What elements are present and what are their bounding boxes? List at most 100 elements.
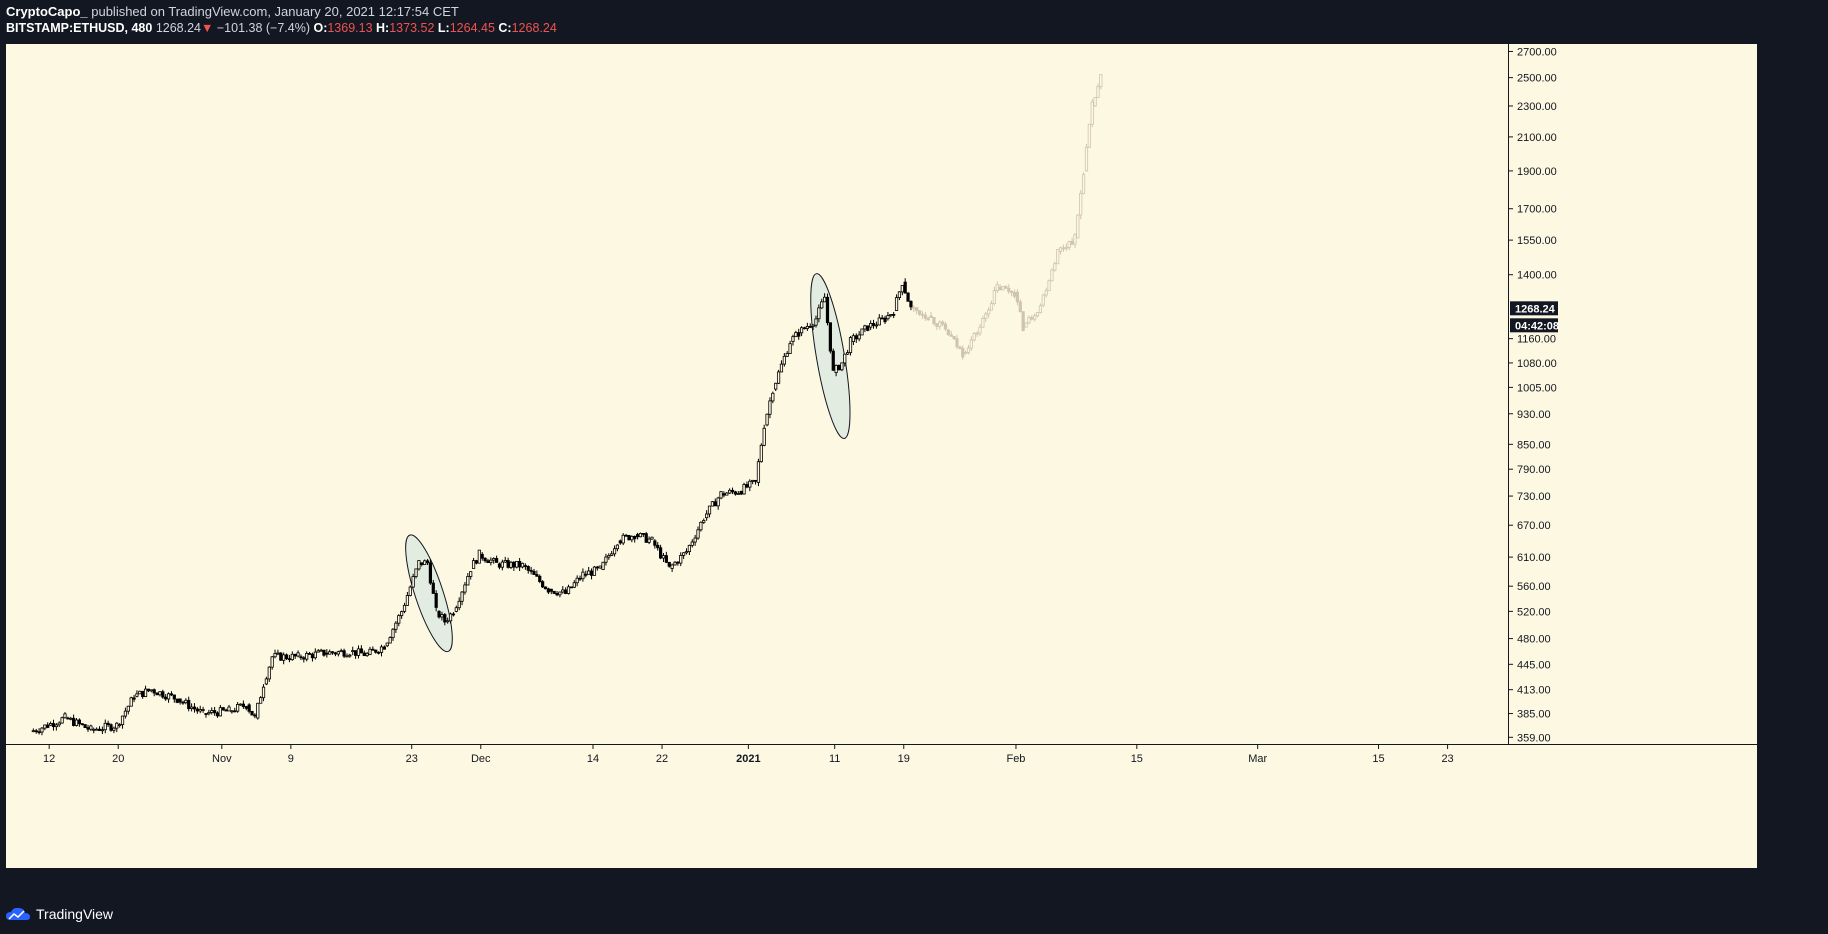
- price-tick-label: 1080.00: [1517, 358, 1557, 370]
- candle-body: [877, 317, 881, 326]
- candle-body: [279, 652, 283, 661]
- candle-body: [762, 427, 766, 446]
- candle-body: [673, 561, 677, 566]
- footer-bar: [0, 898, 1828, 934]
- candle-body: [1027, 317, 1031, 324]
- candle-body: [981, 318, 985, 328]
- candle-body: [34, 730, 38, 733]
- candle-body: [647, 538, 651, 543]
- candle-body: [503, 560, 507, 563]
- candle-body: [236, 704, 240, 712]
- candle-body: [469, 571, 473, 577]
- candle-body: [730, 489, 735, 493]
- candle-body: [515, 560, 519, 568]
- candle-body: [213, 710, 217, 714]
- candle-body: [915, 307, 919, 312]
- candle-body: [943, 323, 948, 330]
- candle-body: [471, 560, 476, 569]
- footer-brand: TradingView: [36, 906, 114, 922]
- chart-area[interactable]: 2700.00 2500.00 2300.00 2100.00 1900.00 1700.…: [6, 44, 1757, 868]
- time-tick-label: 12: [43, 753, 55, 765]
- candle-body: [500, 561, 504, 568]
- candle-body: [282, 654, 286, 661]
- candle-body: [627, 534, 631, 541]
- candle-body: [555, 593, 559, 596]
- ohlc-legend: BITSTAMP:ETHUSD, 480 1268.24▼ −101.38 (−…: [6, 21, 557, 35]
- candle-body: [581, 571, 585, 580]
- price-candles: [31, 278, 913, 736]
- price-tick-label: 1160.00: [1517, 334, 1556, 346]
- author-name[interactable]: CryptoCapo_: [6, 4, 88, 19]
- candle-body: [952, 335, 956, 340]
- candle-body: [48, 723, 53, 726]
- close-value: 1268.24: [511, 21, 557, 35]
- candle-body: [598, 565, 602, 569]
- candle-body: [584, 573, 588, 576]
- candle-body: [788, 343, 792, 354]
- candle-body: [690, 541, 694, 546]
- candle-body: [949, 334, 953, 337]
- candle-body: [132, 697, 136, 700]
- candle-body: [1076, 214, 1080, 239]
- candle-body: [138, 690, 142, 695]
- time-axis[interactable]: 12 20 Nov 9 23 Dec 14 22 2021 11 19 Feb 15 Mar 15 23: [43, 744, 1454, 765]
- candle-body: [739, 491, 743, 495]
- price-tick-label: 445.00: [1517, 659, 1551, 671]
- time-tick-label: Nov: [212, 753, 232, 765]
- symbol-label[interactable]: BITSTAMP:ETHUSD, 480: [6, 21, 153, 35]
- candle-body: [166, 693, 171, 700]
- candle-body: [103, 722, 107, 731]
- candle-body: [184, 699, 188, 704]
- candle-body: [247, 704, 251, 712]
- countdown-tag: [1510, 318, 1558, 333]
- candle-body: [57, 722, 61, 726]
- candle-body: [319, 649, 323, 652]
- projection-candles: [912, 74, 1103, 360]
- candle-body: [791, 336, 795, 342]
- candle-body: [892, 314, 896, 316]
- candle-body: [382, 646, 386, 650]
- candle-body: [310, 653, 315, 659]
- high-value: 1373.52: [389, 21, 435, 35]
- candle-body: [158, 691, 162, 696]
- candle-body: [411, 576, 415, 588]
- candle-body: [575, 577, 579, 584]
- candle-body: [1033, 315, 1037, 320]
- candle-body: [929, 315, 933, 318]
- candle-body: [903, 281, 907, 294]
- price-tick-label: 730.00: [1517, 491, 1551, 503]
- candle-body: [518, 560, 522, 568]
- candle-body: [210, 710, 214, 713]
- candle-body: [751, 479, 755, 482]
- price-chart[interactable]: 2700.00 2500.00 2300.00 2100.00 1900.00 1700.…: [6, 44, 1757, 868]
- tradingview-logo[interactable]: TradingView: [6, 906, 113, 922]
- price-tick-label: 1005.00: [1517, 382, 1557, 394]
- candle-body: [1079, 193, 1083, 216]
- candle-body: [538, 575, 542, 583]
- candle-body: [264, 678, 269, 685]
- candle-body: [958, 346, 962, 349]
- candle-body: [492, 558, 496, 561]
- candle-body: [126, 705, 130, 712]
- countdown-tag-text: 04:42:08: [1515, 320, 1559, 332]
- candle-body: [146, 688, 151, 692]
- candle-body: [719, 491, 723, 499]
- price-tick-label: 1400.00: [1517, 270, 1557, 282]
- candle-body: [828, 322, 832, 352]
- candle-body: [529, 569, 533, 572]
- candle-body: [1007, 287, 1011, 292]
- candle-body: [771, 392, 775, 402]
- price-axis[interactable]: 2700.00 2500.00 2300.00 2100.00 1900.00 1700.…: [1508, 46, 1557, 744]
- candle-body: [408, 586, 412, 596]
- candle-body: [1015, 291, 1020, 303]
- candle-body: [175, 698, 179, 703]
- candle-body: [869, 323, 873, 328]
- candle-body: [351, 650, 355, 653]
- candle-body: [51, 723, 56, 728]
- candle-body: [998, 286, 1002, 291]
- candle-body: [725, 492, 729, 496]
- candle-body: [1012, 292, 1017, 297]
- candle-body: [955, 338, 959, 348]
- candle-body: [477, 549, 481, 564]
- candle-body: [526, 566, 530, 571]
